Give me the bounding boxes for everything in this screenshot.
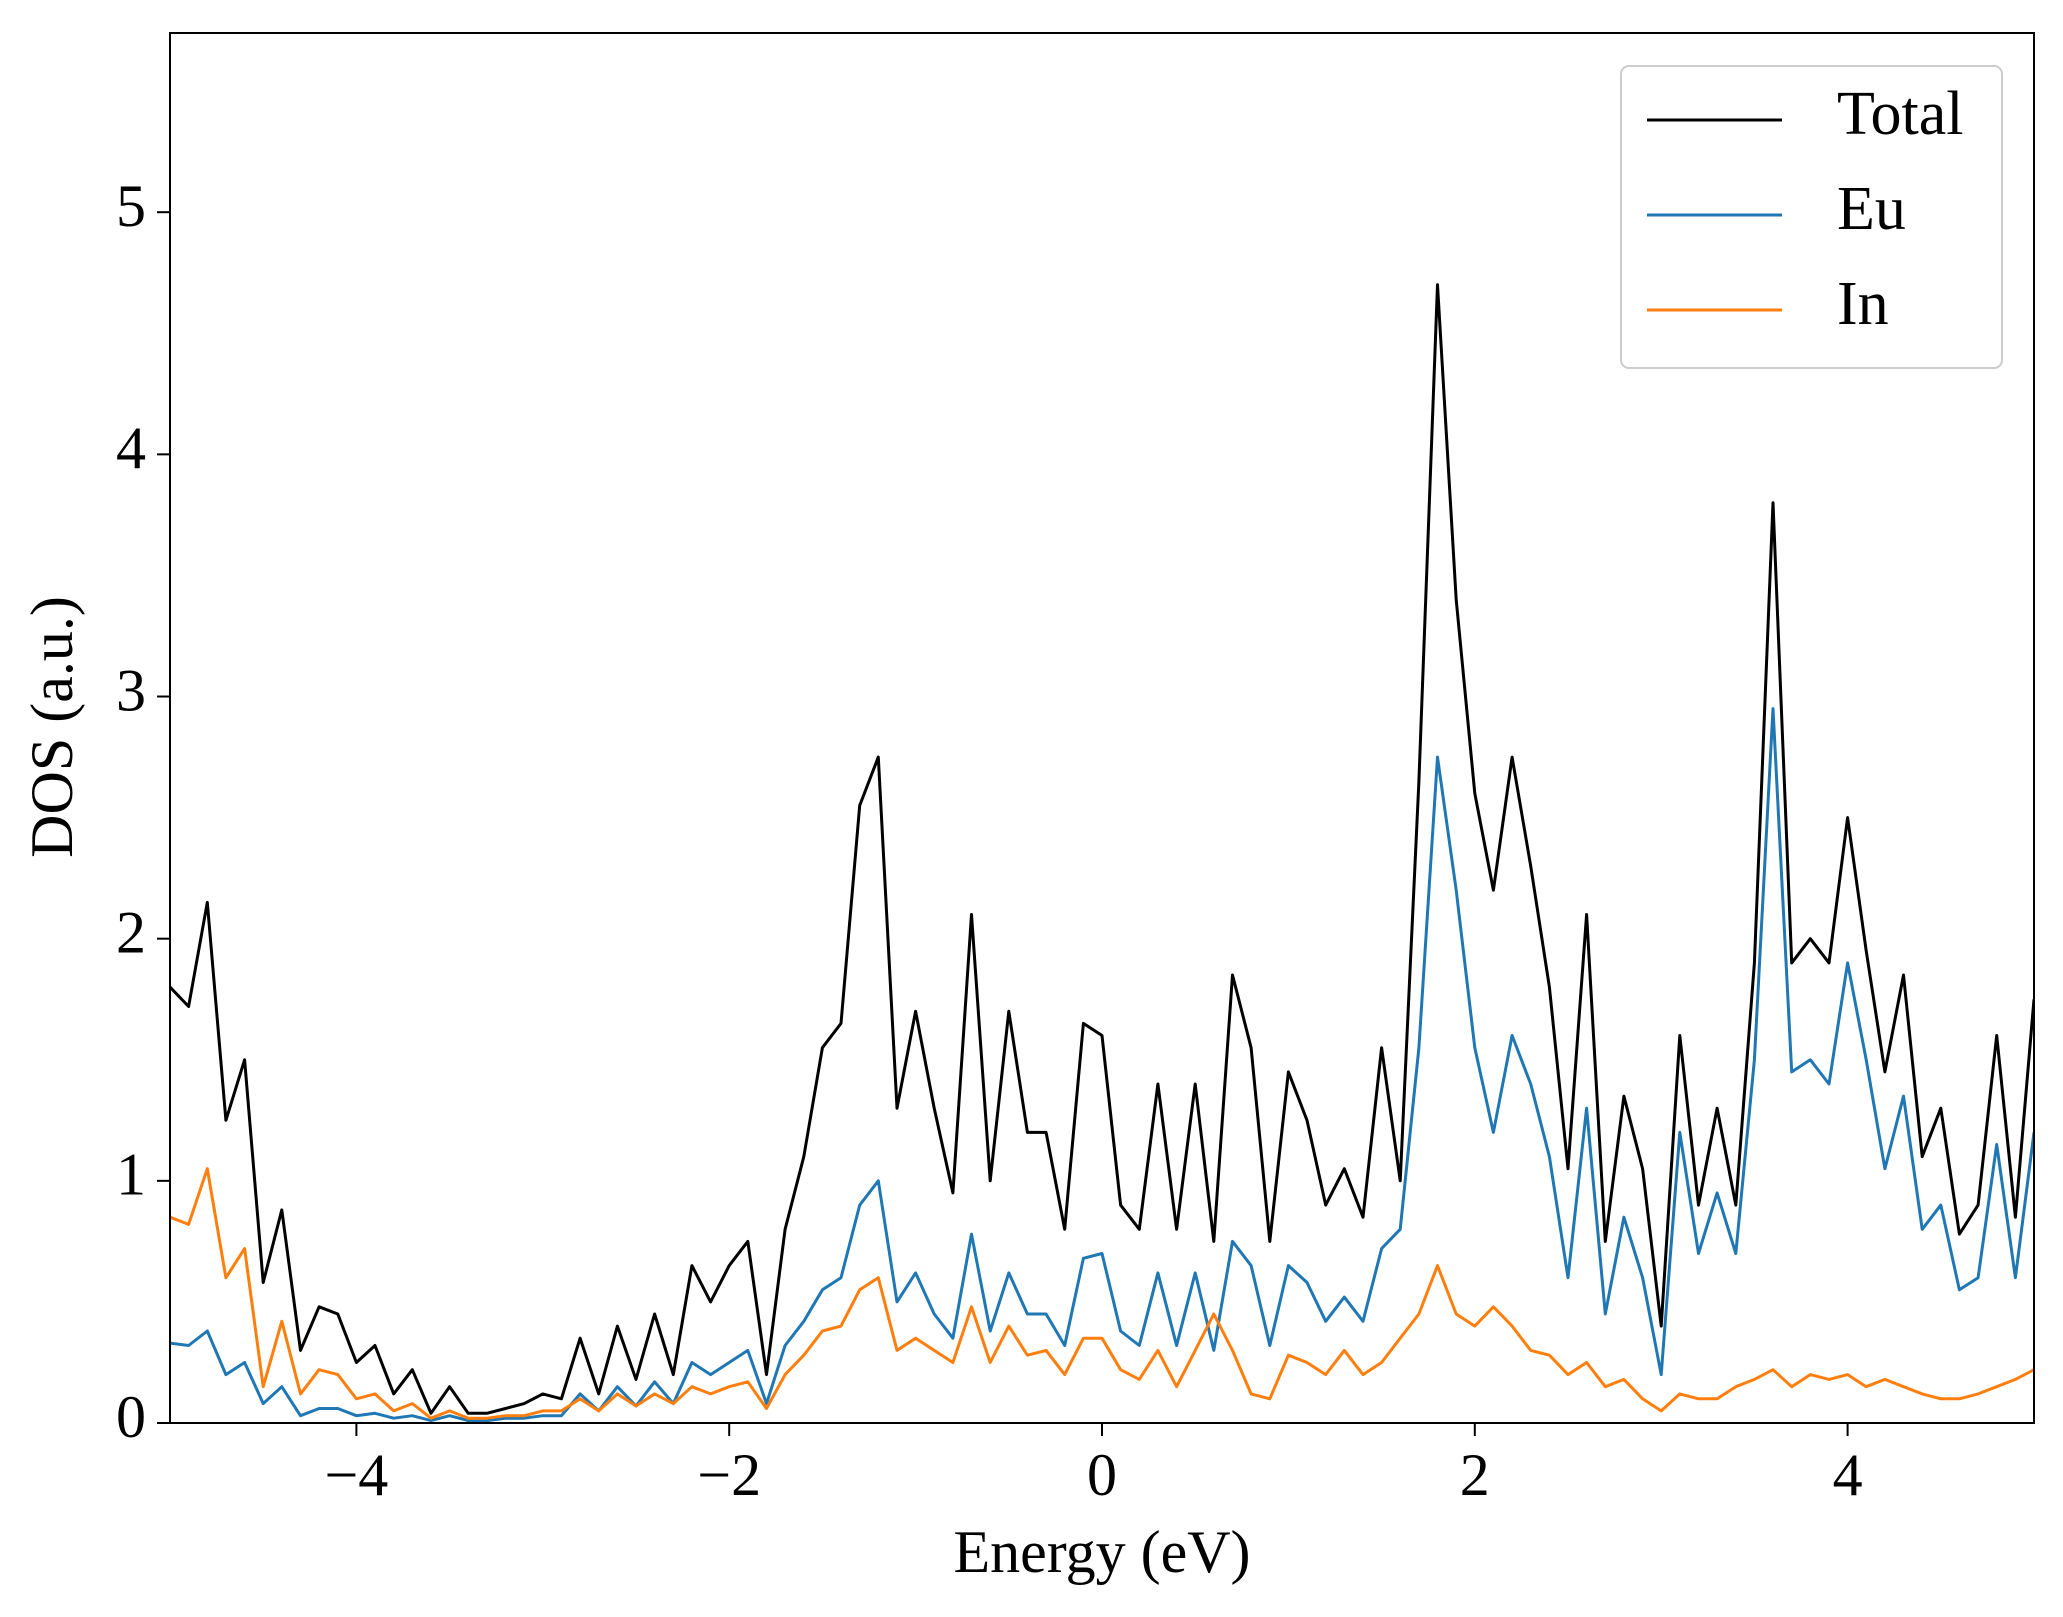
y-axis-label: DOS (a.u.) [19, 596, 85, 858]
x-tick-label: 0 [1087, 1442, 1117, 1508]
x-axis-label: Energy (eV) [953, 1519, 1250, 1585]
y-tick-label: 4 [116, 415, 146, 481]
series-line [170, 1167, 2034, 1420]
legend-box [1620, 65, 2003, 369]
y-tick-label: 5 [116, 173, 146, 239]
x-tick-label: −2 [697, 1442, 761, 1508]
legend-label: Eu [1837, 175, 1906, 243]
y-tick-label: 2 [116, 899, 146, 965]
y-tick-label: 0 [116, 1384, 146, 1450]
legend-label: Total [1837, 80, 1964, 148]
x-tick-label: 4 [1833, 1442, 1863, 1508]
series-line [170, 283, 2034, 1415]
x-tick-label: 2 [1460, 1442, 1490, 1508]
x-tick-label: −4 [324, 1442, 388, 1508]
y-tick-label: 1 [116, 1142, 146, 1208]
series-line [170, 707, 2034, 1423]
plot-frame [169, 32, 2035, 1424]
legend-label: In [1837, 270, 1889, 338]
y-tick-label: 3 [116, 657, 146, 723]
